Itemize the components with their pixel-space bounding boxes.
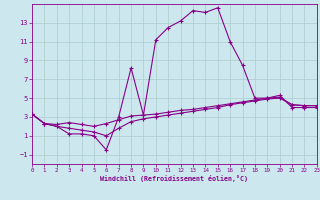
X-axis label: Windchill (Refroidissement éolien,°C): Windchill (Refroidissement éolien,°C) bbox=[100, 175, 248, 182]
